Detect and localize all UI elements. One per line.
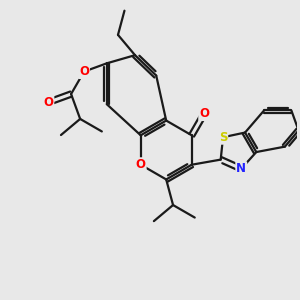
Text: O: O (79, 65, 89, 78)
Text: N: N (236, 162, 246, 175)
Text: S: S (219, 131, 227, 144)
Text: O: O (199, 107, 209, 120)
Text: O: O (44, 96, 53, 109)
Text: O: O (136, 158, 146, 171)
